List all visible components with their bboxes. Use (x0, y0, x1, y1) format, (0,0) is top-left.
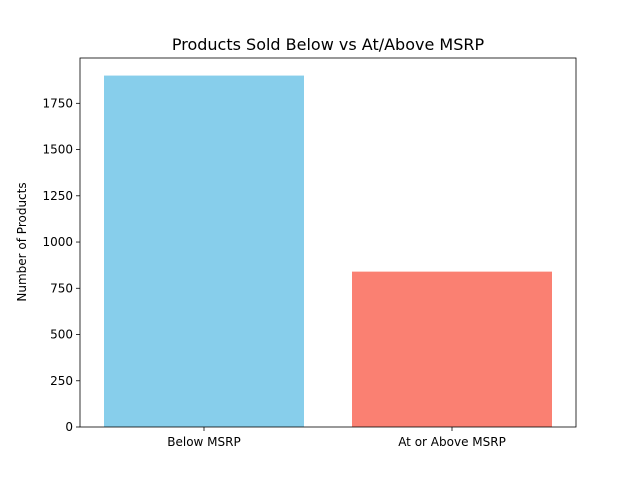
chart-title: Products Sold Below vs At/Above MSRP (172, 35, 485, 54)
plot-area: Below MSRP At or Above MSRP 0 250 500 750 1000… (42, 57, 577, 449)
plot-frame (79, 57, 577, 428)
y-tick-label: 1500 (42, 143, 73, 157)
y-tick-label: 0 (65, 420, 73, 434)
bar-at-or-above-msrp (352, 271, 552, 427)
x-tick-label: At or Above MSRP (398, 435, 506, 449)
bar-below-msrp (104, 75, 304, 428)
y-tick-label: 250 (50, 374, 73, 388)
y-tick-label: 750 (50, 281, 73, 295)
y-tick-label: 1750 (42, 96, 73, 110)
x-tick-label: Below MSRP (167, 435, 240, 449)
y-tick-label: 1250 (42, 189, 73, 203)
y-tick-label: 1000 (42, 235, 73, 249)
y-axis-label: Number of Products (15, 182, 29, 301)
y-tick-label: 500 (50, 328, 73, 342)
